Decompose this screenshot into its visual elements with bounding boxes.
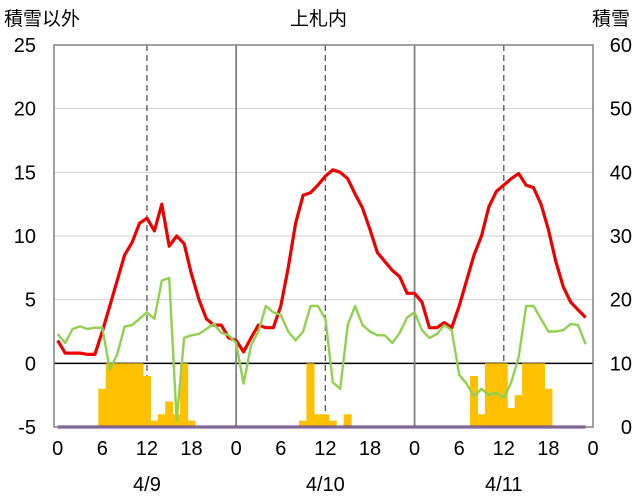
series-line-1 bbox=[56, 276, 587, 422]
x-tick-label: 0 bbox=[231, 438, 242, 460]
x-tick-label: 6 bbox=[275, 438, 286, 460]
y-tick-label: 15 bbox=[14, 162, 36, 184]
x-tick-label: 18 bbox=[537, 438, 559, 460]
x-tick-label: 12 bbox=[493, 438, 515, 460]
left-axis-title: 積雪以外 bbox=[4, 8, 81, 30]
y2-tick-label: 40 bbox=[610, 162, 632, 184]
snow-bar bbox=[113, 363, 122, 427]
snow-bar bbox=[470, 376, 479, 427]
snow-bar bbox=[187, 420, 196, 427]
chart-title: 上札内 bbox=[290, 8, 348, 30]
y-tick-label: 10 bbox=[14, 226, 36, 248]
snow-bar bbox=[105, 363, 114, 427]
snow-bar bbox=[522, 363, 531, 427]
y2-tick-label: 0 bbox=[621, 417, 632, 439]
x-tick-label: 12 bbox=[314, 438, 336, 460]
snow-bar bbox=[306, 363, 315, 427]
snow-bar bbox=[299, 420, 308, 427]
y2-tick-label: 20 bbox=[610, 290, 632, 312]
y-tick-label: 20 bbox=[14, 99, 36, 121]
x-tick-label: 0 bbox=[52, 438, 63, 460]
snow-bar bbox=[180, 363, 189, 427]
snow-bar bbox=[529, 363, 538, 427]
snow-bar bbox=[128, 363, 137, 427]
plot-frame bbox=[53, 44, 594, 428]
snow-bar bbox=[343, 414, 352, 427]
y-tick-label: 0 bbox=[25, 353, 36, 375]
snow-bar bbox=[328, 420, 337, 427]
y2-tick-label: 50 bbox=[610, 99, 632, 121]
snow-bar bbox=[98, 388, 107, 427]
x-tick-label: 6 bbox=[97, 438, 108, 460]
y2-tick-label: 60 bbox=[610, 35, 632, 57]
snow-bar bbox=[157, 414, 166, 427]
snow-bar bbox=[142, 376, 151, 427]
y2-tick-label: 30 bbox=[610, 226, 632, 248]
series-line-0 bbox=[56, 168, 587, 356]
snow-bar bbox=[507, 407, 516, 427]
snow-bar bbox=[150, 420, 159, 427]
right-axis-title: 積雪 bbox=[592, 8, 631, 30]
x-tick-label: 0 bbox=[409, 438, 420, 460]
snow-bar bbox=[544, 388, 553, 427]
date-label: 4/10 bbox=[306, 474, 345, 496]
x-tick-label: 0 bbox=[587, 438, 598, 460]
snow-bar bbox=[514, 395, 523, 427]
x-tick-label: 6 bbox=[454, 438, 465, 460]
date-label: 4/9 bbox=[133, 474, 161, 496]
y2-tick-label: 10 bbox=[610, 353, 632, 375]
snow-bar bbox=[477, 414, 486, 427]
snow-bar bbox=[120, 363, 129, 427]
snow-bar bbox=[313, 414, 322, 427]
y-tick-label: -5 bbox=[18, 417, 36, 439]
x-tick-label: 18 bbox=[180, 438, 202, 460]
snow-bar bbox=[135, 363, 144, 427]
y-tick-label: 5 bbox=[25, 290, 36, 312]
grid-layer bbox=[54, 45, 593, 427]
snow-bar bbox=[321, 414, 330, 427]
snow-bar bbox=[536, 363, 545, 427]
date-label: 4/11 bbox=[485, 474, 522, 496]
snow-bar bbox=[165, 401, 174, 427]
plot-border bbox=[53, 44, 594, 428]
y-tick-label: 25 bbox=[14, 35, 36, 57]
x-tick-label: 12 bbox=[136, 438, 158, 460]
snow-bar bbox=[492, 363, 501, 427]
x-tick-label: 18 bbox=[359, 438, 381, 460]
tick-labels: -5 0 5 10 15 20 25 0 10 20 30 40 50 60 0 6 12 18 0 6 12 18 0 6 1… bbox=[14, 35, 632, 496]
